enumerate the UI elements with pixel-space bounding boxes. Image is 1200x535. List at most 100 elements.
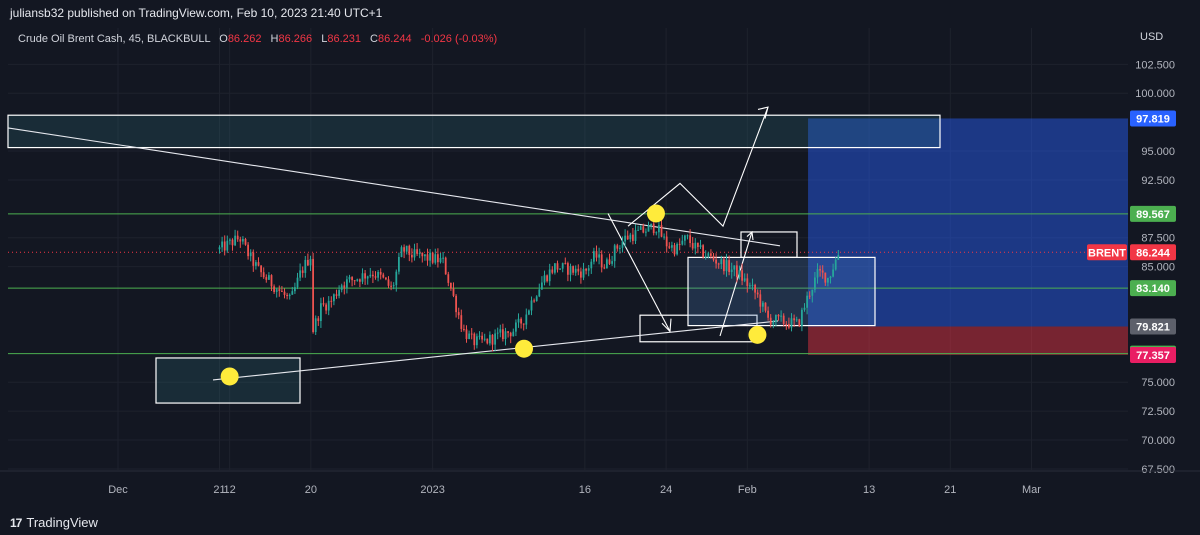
candle-up <box>517 318 520 323</box>
candle-up <box>377 271 379 278</box>
candle-down <box>465 329 468 339</box>
candle-up <box>504 331 507 340</box>
candle-down <box>603 267 606 269</box>
candle-up <box>762 302 764 307</box>
tradingview-logo-icon: 17 <box>10 515 22 530</box>
candle-down <box>450 282 452 289</box>
candle-down <box>689 235 691 244</box>
close-label: C <box>370 33 378 45</box>
candle-up <box>366 276 369 279</box>
pivot-marker <box>515 339 533 358</box>
candle-down <box>717 263 720 265</box>
candle-down <box>273 286 275 292</box>
candle-up <box>658 225 660 233</box>
candle-up <box>590 261 593 269</box>
candle-down <box>447 274 450 283</box>
candle-up <box>814 277 816 290</box>
candle-down <box>572 266 574 273</box>
candle-up <box>299 270 301 278</box>
candle-up <box>418 252 421 254</box>
candle-up <box>790 318 793 328</box>
candle-up <box>801 309 803 327</box>
candle-down <box>691 243 694 249</box>
candle-up <box>837 254 840 260</box>
candle-down <box>585 268 587 271</box>
candle-up <box>663 236 665 238</box>
time-tick-label: 21 <box>944 484 956 496</box>
candle-down <box>473 333 476 346</box>
projection-arrowhead-top <box>757 106 769 119</box>
candle-up <box>249 252 252 257</box>
candle-down <box>502 329 504 340</box>
candle-down <box>824 272 827 283</box>
price-tick-label: 92.500 <box>1141 175 1175 187</box>
candle-down <box>723 259 725 272</box>
candle-down <box>307 259 309 266</box>
candle-up <box>400 247 403 257</box>
candle-up <box>275 289 278 292</box>
candle-down <box>728 260 730 272</box>
candle-up <box>634 230 637 241</box>
candle-up <box>751 284 754 286</box>
candle-down <box>457 312 460 316</box>
candle-up <box>268 275 270 280</box>
time-axis[interactable]: 21 Dec 12 20 2023 16 24 Feb 13 21 Mar <box>0 470 1200 496</box>
candle-up <box>442 257 444 259</box>
candle-down <box>374 276 377 278</box>
candle-down <box>673 245 676 255</box>
publish-info: juliansb32 published on TradingView.com,… <box>10 6 383 20</box>
candle-up <box>530 300 533 311</box>
candle-down <box>301 270 304 273</box>
candle-up <box>541 282 543 290</box>
candle-up <box>405 245 408 252</box>
candle-up <box>494 333 496 345</box>
price-tick-label: 67.500 <box>1141 464 1175 476</box>
candle-down <box>632 234 634 241</box>
candle-up <box>424 254 426 257</box>
price-tick-label: 85.000 <box>1141 262 1175 274</box>
candle-up <box>429 252 431 261</box>
price-tick-label: 87.500 <box>1141 233 1175 245</box>
candle-down <box>286 294 288 296</box>
projection-down <box>607 213 671 332</box>
candle-up <box>829 276 832 278</box>
candle-down <box>616 245 619 249</box>
candle-down <box>260 265 262 273</box>
candle-down <box>231 239 234 246</box>
tradingview-logo[interactable]: 17 TradingView <box>10 515 98 530</box>
candle-down <box>577 268 580 272</box>
level-label: 89.567 <box>1136 209 1170 221</box>
candle-up <box>554 263 556 273</box>
candle-down <box>351 277 353 281</box>
time-tick-label: Feb <box>738 484 757 496</box>
candle-up <box>639 226 642 230</box>
candle-up <box>569 266 572 275</box>
breakout-box <box>740 231 798 258</box>
candle-down <box>421 252 424 257</box>
candle-up <box>296 277 299 288</box>
level-label-bg <box>1130 280 1176 297</box>
candle-down <box>777 314 780 317</box>
candle-up <box>478 335 481 337</box>
pivot-marker <box>646 204 665 223</box>
candle-down <box>556 263 559 270</box>
candle-down <box>754 284 756 293</box>
candle-up <box>499 329 502 333</box>
candle-down <box>416 249 418 254</box>
current-move-arrowhead <box>746 230 754 241</box>
candle-down <box>455 295 457 313</box>
candle-down <box>595 251 598 258</box>
candle-down <box>244 239 247 245</box>
time-tick-label: Mar <box>1022 484 1041 496</box>
candle-up <box>686 235 689 237</box>
candle-down <box>522 323 525 325</box>
candle-up <box>681 240 684 245</box>
candle-up <box>611 261 613 264</box>
current-move-arrow <box>719 231 753 337</box>
candle-down <box>712 255 715 260</box>
time-tick-label: 13 <box>863 484 875 496</box>
candle-up <box>624 235 626 242</box>
candle-up <box>637 229 639 231</box>
candle-down <box>551 269 554 273</box>
